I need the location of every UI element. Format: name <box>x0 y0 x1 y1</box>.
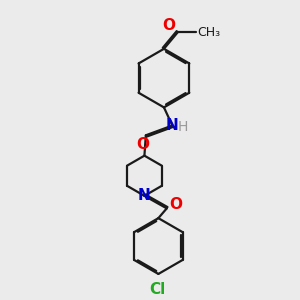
Text: N: N <box>138 188 151 203</box>
Text: Cl: Cl <box>149 282 165 297</box>
Text: H: H <box>178 120 188 134</box>
Text: O: O <box>136 137 149 152</box>
Text: CH₃: CH₃ <box>197 26 220 39</box>
Text: O: O <box>163 18 176 33</box>
Text: N: N <box>166 118 179 133</box>
Text: O: O <box>169 197 182 212</box>
